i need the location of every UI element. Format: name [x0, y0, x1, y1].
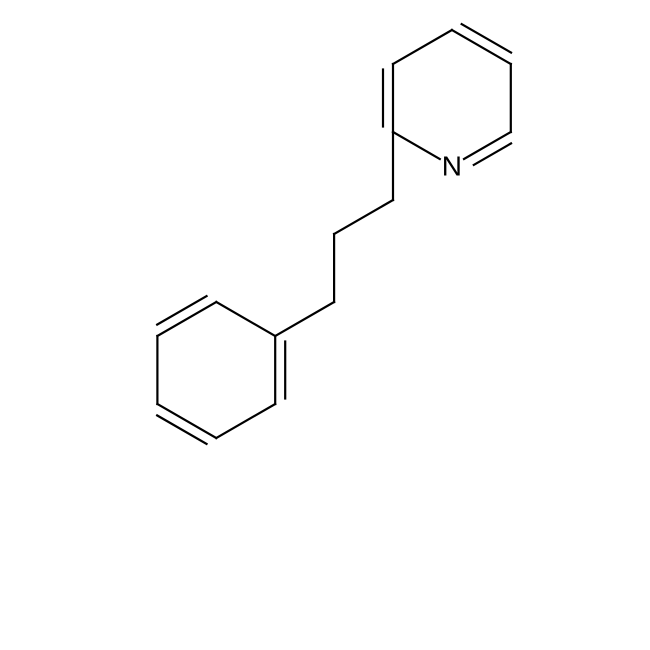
- bond-line: [216, 302, 275, 336]
- atom-labels-layer: N: [442, 151, 462, 182]
- bond-line: [393, 132, 440, 159]
- molecule-diagram: N: [0, 0, 650, 650]
- bond-line: [464, 132, 511, 159]
- bond-line: [216, 404, 275, 438]
- bond-line: [462, 24, 511, 53]
- bond-line: [157, 296, 206, 325]
- bond-line: [334, 200, 393, 234]
- bond-line: [157, 415, 206, 444]
- atom-label-N: N: [442, 151, 462, 182]
- bonds-layer: [157, 24, 511, 444]
- bond-line: [393, 30, 452, 64]
- bond-line: [474, 143, 511, 165]
- bond-line: [275, 302, 334, 336]
